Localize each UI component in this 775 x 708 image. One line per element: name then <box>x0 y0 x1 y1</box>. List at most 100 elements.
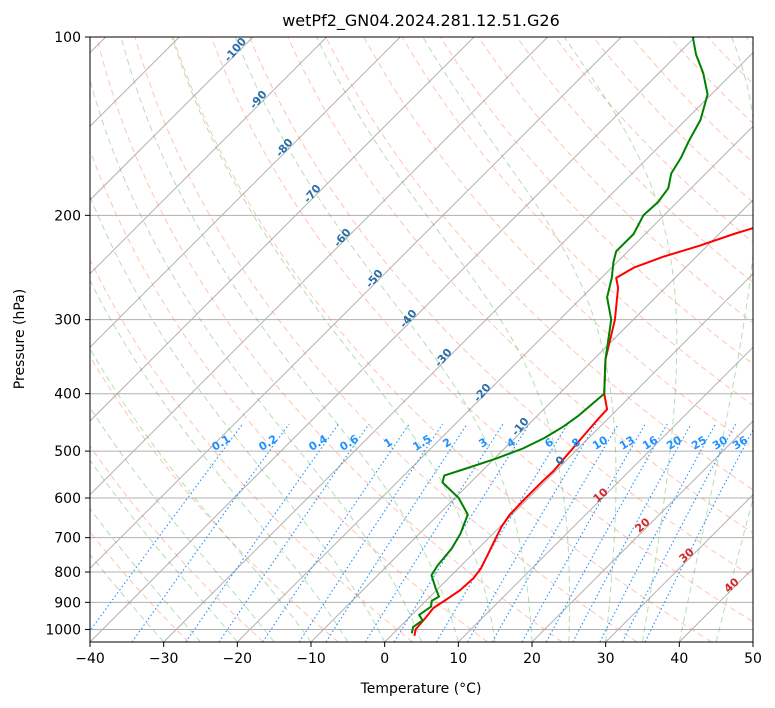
isotherm-line <box>90 37 254 201</box>
mixing-ratio-line <box>325 423 468 642</box>
mixing-ratio-line <box>298 423 444 642</box>
mixing-ratio-line <box>467 423 597 642</box>
x-tick-label: 40 <box>670 651 688 667</box>
dry-adiabat-line <box>707 37 753 85</box>
y-tick-label: 100 <box>54 30 81 46</box>
x-tick-label: 20 <box>523 651 541 667</box>
mixing-ratio-label: 0.2 <box>256 432 279 453</box>
profile-line-2 <box>410 37 709 634</box>
grid-lines <box>90 37 753 642</box>
mixing-ratio-line <box>262 423 410 642</box>
profile-series <box>410 37 753 636</box>
dry-adiabat-line <box>90 445 264 642</box>
mixing-ratio-line <box>644 428 753 642</box>
x-tick-label: −30 <box>149 651 179 667</box>
moist-adiabat-line <box>90 347 312 642</box>
mixing-ratio-line <box>90 423 244 632</box>
dry-adiabat-line <box>172 37 712 642</box>
isotherm-line <box>90 37 622 570</box>
moist-adiabat-line <box>90 406 275 642</box>
moist-adiabat-label: 20 <box>633 515 653 535</box>
dry-adiabat-line <box>90 355 339 642</box>
mixing-ratio-line <box>185 423 340 642</box>
isotherm-line <box>752 641 753 642</box>
dry-adiabat-label: -70 <box>301 182 324 206</box>
x-tick-label: 30 <box>597 651 615 667</box>
dry-adiabat-line <box>287 37 753 534</box>
moist-adiabat-line <box>422 37 617 642</box>
x-axis-title: Temperature (°C) <box>360 681 482 697</box>
isotherm-line <box>384 272 753 642</box>
plot-frame <box>89 36 754 643</box>
mixing-ratio-line <box>521 423 646 642</box>
moist-adiabat-line <box>90 459 238 642</box>
isotherm-line <box>90 37 401 349</box>
dry-adiabat-line <box>516 37 753 284</box>
mixing-ratio-label: 2 <box>440 435 453 450</box>
mixing-ratio-label: 13 <box>617 433 637 452</box>
x-tick-label: 0 <box>380 651 389 667</box>
y-tick-label: 300 <box>54 313 81 329</box>
mixing-ratio-line <box>572 423 692 642</box>
y-tick-label: 200 <box>54 208 81 224</box>
dry-adiabat-line <box>325 37 753 491</box>
moist-adiabat-line <box>90 78 422 642</box>
moist-adiabat-line <box>563 37 678 642</box>
isotherm-line <box>90 37 328 275</box>
y-axis-title: Pressure (hPa) <box>12 289 28 389</box>
mixing-ratio-line <box>218 423 370 642</box>
mixing-ratio-label: 0.6 <box>337 432 361 454</box>
mixing-ratio-label: 16 <box>640 433 660 452</box>
mixing-ratio-line <box>621 423 737 642</box>
isotherm-line <box>90 37 696 642</box>
x-tick-label: −10 <box>296 651 326 667</box>
dry-adiabat-label: -20 <box>471 381 494 405</box>
mixing-ratio-label: 0.1 <box>209 432 232 453</box>
isotherm-line <box>310 199 753 642</box>
chart-title: wetPf2_GN04.2024.281.12.51.G26 <box>282 11 560 31</box>
moist-adiabat-line <box>90 553 165 642</box>
isotherm-line <box>90 37 475 422</box>
y-tick-label: 600 <box>54 491 81 507</box>
y-tick-label: 500 <box>54 444 81 460</box>
dry-adiabat-line <box>210 37 753 623</box>
mixing-ratio-label: 25 <box>689 433 709 452</box>
dry-adiabat-line <box>90 148 488 642</box>
mixing-ratio-label: 30 <box>710 433 730 452</box>
y-tick-label: 900 <box>54 595 81 611</box>
mixing-ratio-label: 0.4 <box>306 432 330 454</box>
profile-line-1 <box>413 227 753 636</box>
dry-adiabat-line <box>478 37 753 324</box>
dry-adiabat-label: -10 <box>509 415 532 439</box>
mixing-ratio-label: 20 <box>664 433 684 452</box>
isotherm-line <box>457 346 753 642</box>
mixing-ratio-line <box>599 423 716 642</box>
dry-adiabat-line <box>134 37 638 642</box>
dry-adiabat-line <box>249 37 753 578</box>
isotherm-line <box>531 420 753 642</box>
x-tick-label: −40 <box>75 651 105 667</box>
dry-adiabat-line <box>554 37 753 243</box>
reference-lines <box>90 37 753 642</box>
isotherm-line <box>163 51 753 642</box>
isotherm-line <box>90 37 549 496</box>
moist-adiabat-line <box>234 37 533 642</box>
y-tick-label: 700 <box>54 531 81 547</box>
moist-adiabat-line <box>715 497 753 642</box>
y-axis: 100 200 300 400 500 600 700 800 900 1000 <box>45 30 90 638</box>
mixing-ratio-line <box>545 423 668 642</box>
line-labels: 0.1 0.2 0.4 0.6 1 1.5 2 3 4 6 8 10 13 16 20 25 30 36-100-… <box>209 35 750 596</box>
y-tick-label: 400 <box>54 387 81 403</box>
y-tick-label: 1000 <box>45 622 81 638</box>
mixing-ratio-line <box>364 423 504 642</box>
dry-adiabat-label: -60 <box>331 226 354 250</box>
mixing-ratio-line <box>131 423 290 642</box>
moist-adiabat-line <box>90 507 201 642</box>
moist-adiabat-label: 40 <box>722 575 742 595</box>
moist-adiabat-line <box>171 37 496 642</box>
mixing-ratio-label: 1.5 <box>410 432 433 453</box>
isotherm-line <box>236 125 753 642</box>
dry-adiabat-label: -90 <box>247 88 270 112</box>
dry-adiabat-label: -30 <box>432 346 455 370</box>
